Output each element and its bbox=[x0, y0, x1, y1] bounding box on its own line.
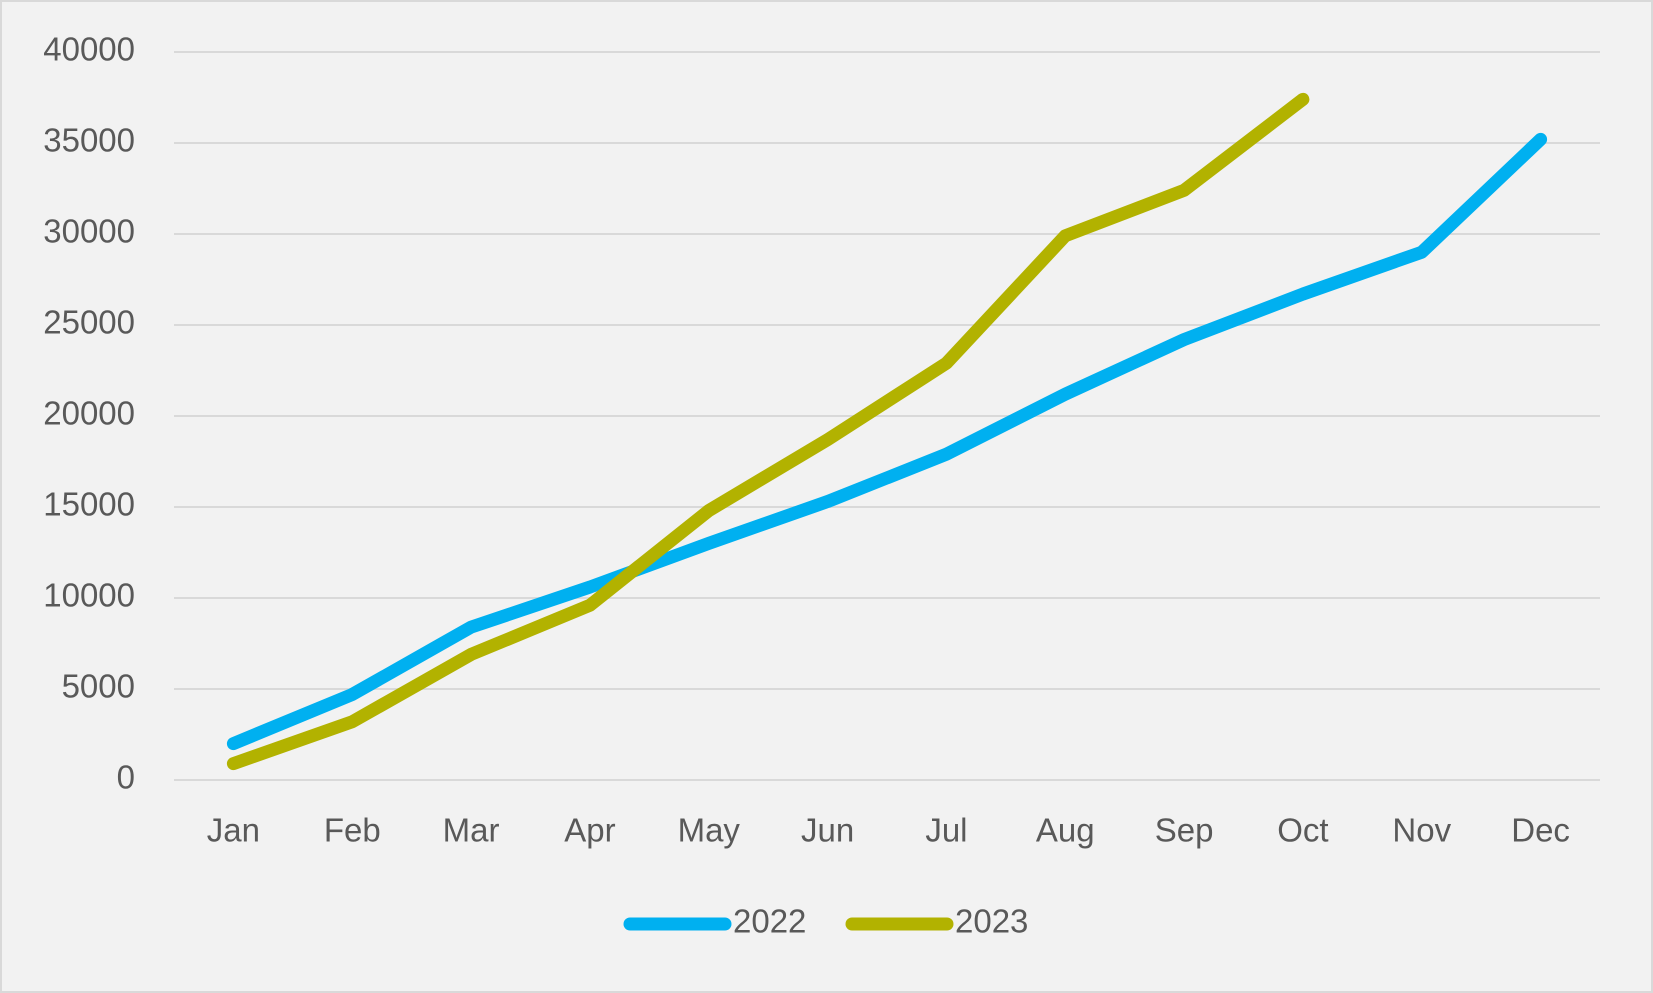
legend-label: 2022 bbox=[733, 903, 806, 940]
y-tick-label: 40000 bbox=[43, 31, 135, 68]
x-tick-label: Jan bbox=[207, 812, 260, 849]
x-tick-label: May bbox=[678, 812, 741, 849]
y-tick-label: 25000 bbox=[43, 304, 135, 341]
x-tick-label: Apr bbox=[564, 812, 615, 849]
x-tick-label: Sep bbox=[1155, 812, 1214, 849]
y-tick-label: 15000 bbox=[43, 486, 135, 523]
x-tick-label: Dec bbox=[1511, 812, 1570, 849]
line-series bbox=[226, 132, 1548, 751]
y-tick-label: 5000 bbox=[62, 668, 135, 705]
x-tick-label: Mar bbox=[443, 812, 500, 849]
y-tick-label: 10000 bbox=[43, 577, 135, 614]
y-tick-label: 20000 bbox=[43, 395, 135, 432]
x-tick-label: Jul bbox=[925, 812, 967, 849]
x-tick-label: Oct bbox=[1277, 812, 1328, 849]
y-tick-label: 30000 bbox=[43, 213, 135, 250]
x-tick-label: Nov bbox=[1392, 812, 1451, 849]
x-tick-label: Feb bbox=[324, 812, 381, 849]
x-tick-label: Aug bbox=[1036, 812, 1095, 849]
y-tick-label: 35000 bbox=[43, 122, 135, 159]
y-tick-label: 0 bbox=[117, 759, 135, 796]
line-series bbox=[226, 92, 1310, 771]
x-tick-label: Jun bbox=[801, 812, 854, 849]
legend-label: 2023 bbox=[955, 903, 1028, 940]
